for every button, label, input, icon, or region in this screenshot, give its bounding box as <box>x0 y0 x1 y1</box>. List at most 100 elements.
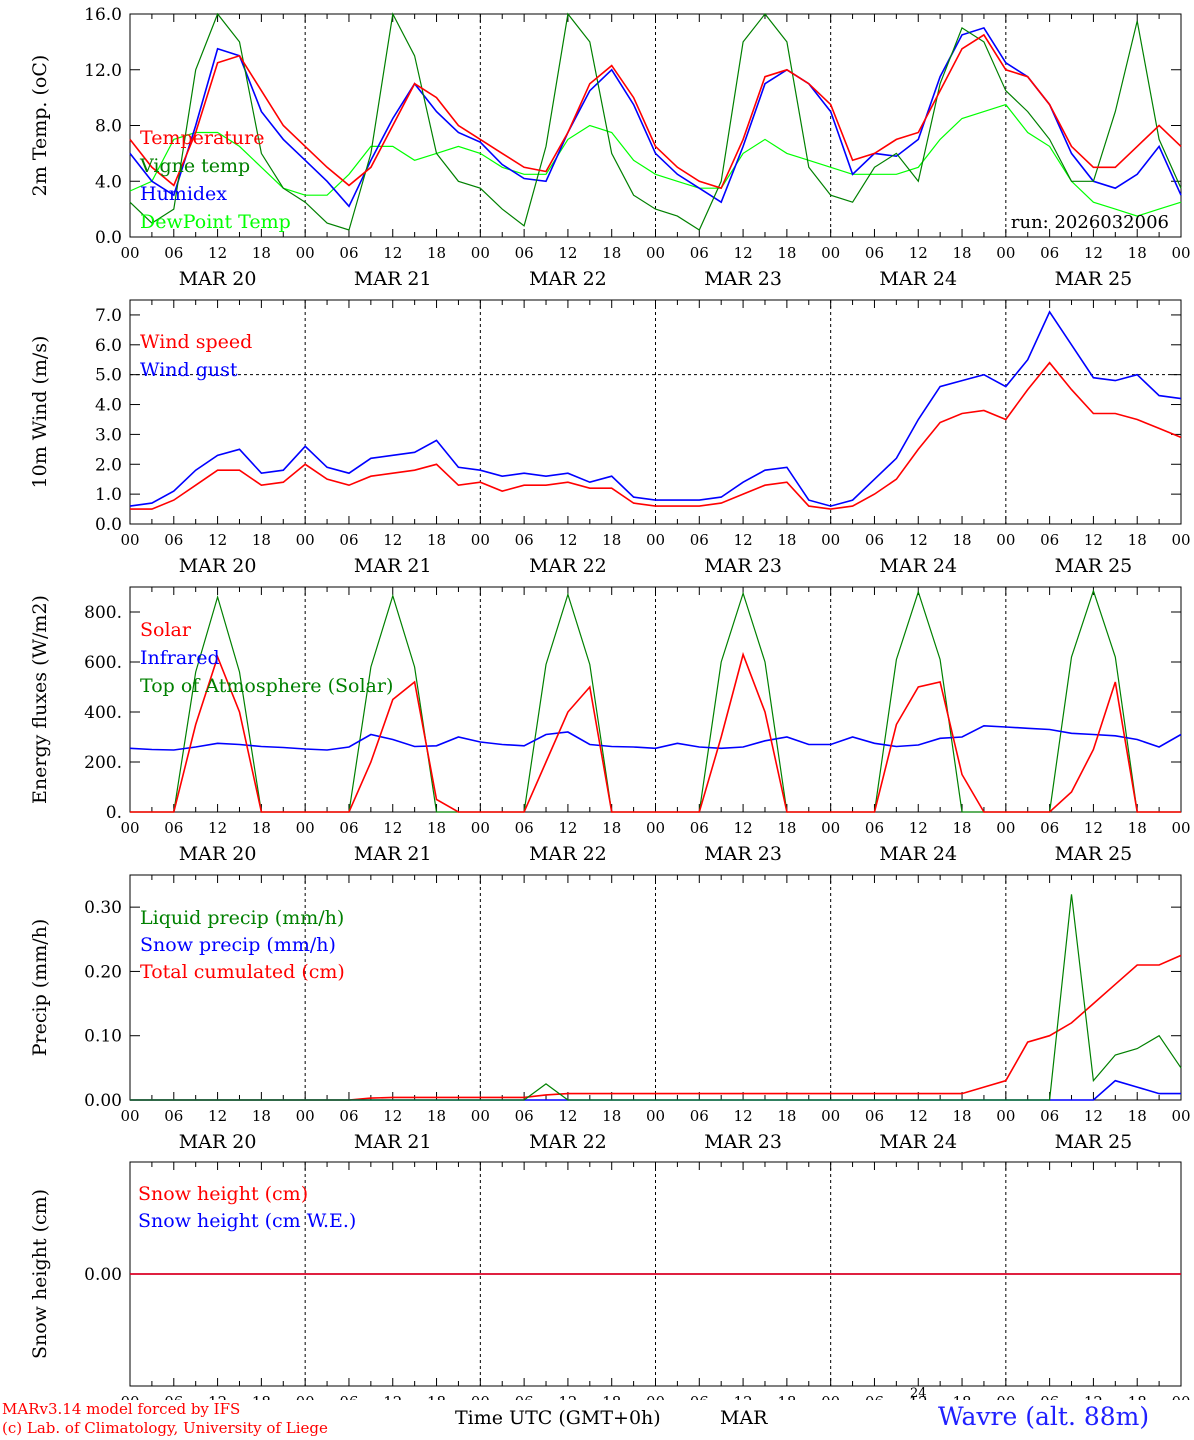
x-hour-label: 12 <box>383 531 402 549</box>
x-hour-label: 06 <box>164 531 183 549</box>
x-hour-label: 00 <box>996 1107 1015 1125</box>
x-hour-label: 00 <box>1171 1107 1190 1125</box>
legend-temperature: Temperature <box>140 127 264 149</box>
x-hour-label: 06 <box>164 819 183 837</box>
x-hour-label: 18 <box>252 531 271 549</box>
series-line-vigne-temp <box>129 12 1182 231</box>
x-day-label: MAR 20 <box>179 843 257 865</box>
run-annotation: run: 2026032006 <box>1011 212 1169 233</box>
y-tick-label: 2.0 <box>95 455 122 475</box>
x-hour-label: 12 <box>558 1393 577 1400</box>
x-hour-label: 18 <box>252 244 271 262</box>
x-hour-label: 18 <box>252 1393 271 1400</box>
legend-solar: Solar <box>140 619 192 641</box>
x-hour-label: 00 <box>120 531 139 549</box>
x-hour-label: 18 <box>1128 244 1147 262</box>
x-hour-label: 06 <box>164 244 183 262</box>
x-hour-label: 12 <box>558 819 577 837</box>
x-hour-label: 06 <box>164 1393 183 1400</box>
legend-vigne-temp: Vigne temp <box>139 155 250 177</box>
x-hour-label: 12 <box>734 819 753 837</box>
series-line-humidex <box>129 26 1182 208</box>
y-axis-title-temperature: 2m Temp. (oC) <box>29 55 51 197</box>
y-tick-label: 0.0 <box>95 515 122 535</box>
legend-humidex: Humidex <box>140 183 227 205</box>
x-hour-label: 06 <box>690 819 709 837</box>
x-hour-label: 18 <box>952 1107 971 1125</box>
x-hour-label: 06 <box>515 819 534 837</box>
y-tick-label: 7.0 <box>95 306 122 326</box>
x-axis-month: MAR <box>720 1407 768 1429</box>
legend-snow-precip-mm-h-: Snow precip (mm/h) <box>140 934 336 956</box>
x-hour-label: 18 <box>427 531 446 549</box>
legend-infrared: Infrared <box>140 647 220 669</box>
x-hour-label: 18 <box>952 1393 971 1400</box>
y-tick-label: 4.0 <box>95 172 122 192</box>
x-hour-label: 06 <box>339 244 358 262</box>
y-axis-title-snow: Snow height (cm) <box>29 1189 51 1359</box>
y-tick-label: 0. <box>106 803 122 823</box>
x-day-label: MAR 25 <box>1055 268 1133 290</box>
x-hour-label: 18 <box>777 244 796 262</box>
x-axis-title: Time UTC (GMT+0h) <box>455 1407 661 1429</box>
credits: MARv3.14 model forced by IFS (c) Lab. of… <box>2 1400 328 1438</box>
x-hour-label: 18 <box>602 1107 621 1125</box>
x-day-label: MAR 22 <box>529 1131 607 1153</box>
panel-frame-temperature <box>129 13 1182 238</box>
x-hour-label: 06 <box>164 1107 183 1125</box>
y-tick-label: 6.0 <box>95 336 122 356</box>
x-day-label: MAR 22 <box>529 555 607 577</box>
x-hour-label: 12 <box>208 531 227 549</box>
y-axis-title-precip: Precip (mm/h) <box>29 919 51 1057</box>
x-day-label: MAR 20 <box>179 268 257 290</box>
y-tick-label: 800. <box>84 603 122 623</box>
x-hour-label: 18 <box>777 531 796 549</box>
x-hour-label: 12 <box>1084 531 1103 549</box>
x-hour-label: 06 <box>865 244 884 262</box>
x-hour-label: 06 <box>515 531 534 549</box>
x-hour-label: 00 <box>996 244 1015 262</box>
credit-line: (c) Lab. of Climatology, University of L… <box>2 1419 328 1437</box>
x-hour-label: 12 <box>208 819 227 837</box>
x-hour-label: 18 <box>952 244 971 262</box>
legend-liquid-precip-mm-h-: Liquid precip (mm/h) <box>140 907 344 929</box>
x-hour-label: 12 <box>383 244 402 262</box>
x-hour-label: 00 <box>821 1107 840 1125</box>
x-hour-label: 00 <box>471 531 490 549</box>
legend-dewpoint-temp: DewPoint Temp <box>140 211 291 233</box>
y-axis-title-wind: 10m Wind (m/s) <box>29 336 51 489</box>
x-hour-label: 06 <box>865 819 884 837</box>
x-hour-label: 06 <box>339 819 358 837</box>
series-line-dewpoint-temp <box>129 103 1182 217</box>
x-day-label: MAR 21 <box>354 1131 432 1153</box>
x-hour-label: 06 <box>515 1393 534 1400</box>
y-tick-label: 16.0 <box>84 5 122 25</box>
x-hour-label: 06 <box>515 1107 534 1125</box>
y-tick-label: 0.0 <box>95 228 122 248</box>
x-hour-label: 00 <box>821 1393 840 1400</box>
x-day-label: MAR 20 <box>179 1131 257 1153</box>
x-day-label: MAR 23 <box>704 268 782 290</box>
x-day-label: MAR 22 <box>529 843 607 865</box>
x-day-label: MAR 24 <box>879 268 957 290</box>
legend-snow-height-cm-w-e-: Snow height (cm W.E.) <box>138 1210 356 1232</box>
x-hour-label: 18 <box>1128 1393 1147 1400</box>
x-hour-label: 06 <box>1040 1107 1059 1125</box>
x-hour-label: 06 <box>1040 819 1059 837</box>
x-hour-label: 00 <box>821 531 840 549</box>
x-hour-label: 00 <box>821 819 840 837</box>
x-hour-label: 00 <box>296 819 315 837</box>
x-hour-label: 18 <box>252 1107 271 1125</box>
x-hour-label: 18 <box>952 531 971 549</box>
y-tick-label: 8.0 <box>95 117 122 137</box>
series-line-liquid-precip-mm-h- <box>130 894 1182 1101</box>
x-hour-label: 12 <box>734 244 753 262</box>
x-hour-label: 06 <box>339 1393 358 1400</box>
y-axis-title-energy: Energy fluxes (W/m2) <box>29 595 51 804</box>
legend-total-cumulated-cm-: Total cumulated (cm) <box>140 961 345 983</box>
x-hour-label: 06 <box>865 1107 884 1125</box>
x-hour-label: 00 <box>646 244 665 262</box>
y-tick-label: 0.30 <box>84 898 122 918</box>
x-hour-label: 00 <box>120 1393 139 1400</box>
x-hour-label: 12 <box>734 531 753 549</box>
